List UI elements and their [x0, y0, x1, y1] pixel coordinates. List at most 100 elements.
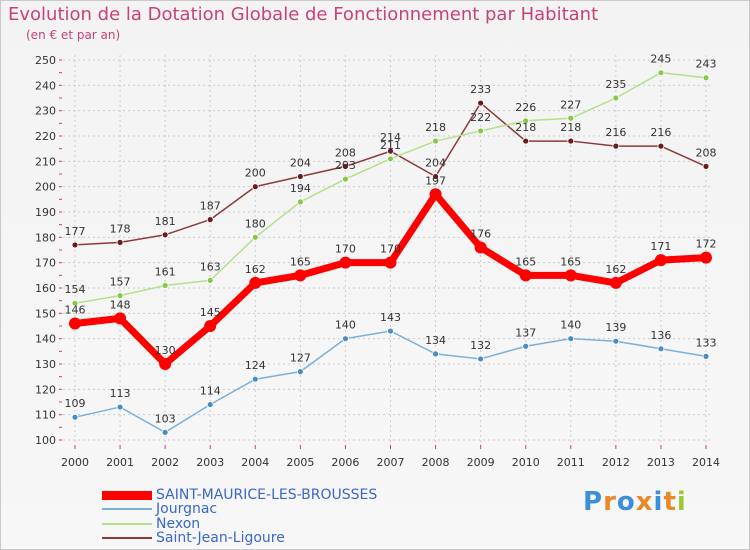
data-label: 218 [515, 121, 536, 134]
data-point [612, 142, 620, 150]
data-label: 127 [290, 352, 311, 365]
data-point [296, 198, 304, 206]
data-point [702, 74, 710, 82]
data-point [71, 299, 79, 307]
legend-label: SAINT-MAURICE-LES-BROUSSES [156, 487, 378, 503]
data-label: 177 [65, 225, 86, 238]
data-label: 180 [245, 217, 266, 230]
legend-label: Jourgnac [156, 501, 218, 517]
data-point [206, 276, 214, 284]
data-label: 109 [65, 397, 86, 410]
data-label: 172 [696, 238, 717, 251]
x-tick-label: 2011 [557, 456, 585, 469]
data-point [204, 320, 217, 332]
data-label: 233 [470, 83, 491, 96]
data-point [384, 256, 397, 269]
data-label: 170 [335, 243, 356, 256]
y-tick-label: 250 [35, 54, 56, 67]
data-point [609, 276, 622, 289]
y-tick-label: 240 [35, 79, 56, 92]
data-point [477, 99, 485, 107]
y-tick-label: 100 [35, 434, 56, 447]
data-label: 157 [110, 276, 131, 289]
data-point [116, 238, 124, 246]
data-label: 200 [245, 167, 266, 180]
data-label: 162 [245, 263, 266, 276]
data-label: 235 [605, 78, 626, 91]
logo-letter: P [583, 487, 604, 517]
data-label: 137 [515, 326, 536, 339]
y-tick-label: 160 [35, 282, 56, 295]
legend-swatch [102, 508, 152, 510]
data-point [567, 137, 575, 145]
data-point [657, 142, 665, 150]
data-point [519, 269, 532, 282]
data-label: 103 [155, 412, 176, 425]
data-label: 170 [380, 243, 401, 256]
data-label: 194 [290, 182, 311, 195]
legend-item: Nexon [102, 516, 200, 532]
logo-letter: t [663, 487, 677, 517]
x-tick-label: 2000 [61, 456, 89, 469]
data-point [69, 317, 81, 330]
data-label: 165 [290, 255, 311, 268]
y-tick-label: 130 [35, 358, 56, 371]
x-tick-label: 2007 [377, 456, 405, 469]
y-tick-label: 210 [35, 155, 56, 168]
data-label: 211 [380, 139, 401, 152]
x-tick-label: 2003 [196, 456, 224, 469]
data-label: 136 [650, 329, 671, 342]
data-label: 204 [425, 157, 446, 170]
y-tick-label: 200 [35, 181, 56, 194]
data-point [116, 292, 124, 300]
x-tick-label: 2002 [151, 456, 179, 469]
data-label: 197 [425, 174, 446, 187]
data-point [342, 335, 349, 343]
x-tick-label: 2004 [241, 456, 269, 469]
data-label: 245 [650, 53, 671, 66]
logo-letter: r [603, 487, 617, 517]
y-tick-label: 120 [35, 383, 56, 396]
data-label: 208 [696, 146, 717, 159]
data-point [251, 183, 259, 191]
data-point [206, 401, 214, 408]
data-point [612, 337, 620, 345]
data-point [296, 368, 304, 376]
x-tick-label: 2014 [692, 456, 720, 469]
data-point [342, 162, 349, 170]
logo-letter: x [635, 487, 654, 517]
data-label: 162 [605, 263, 626, 276]
x-tick-label: 2005 [286, 456, 314, 469]
data-label: 133 [696, 336, 717, 349]
legend-swatch [102, 537, 152, 539]
chart-title: Evolution de la Dotation Globale de Fonc… [8, 4, 599, 25]
data-point [71, 241, 79, 249]
data-point [477, 127, 485, 135]
data-label: 139 [605, 321, 626, 334]
data-label: 226 [515, 101, 536, 114]
data-label: 140 [560, 319, 581, 332]
legend-swatch [102, 490, 152, 500]
data-label: 218 [560, 121, 581, 134]
data-point [342, 175, 349, 183]
data-label: 243 [696, 58, 717, 71]
proxiti-logo: Proxiti [583, 487, 687, 517]
data-label: 204 [290, 157, 311, 170]
data-point [522, 117, 530, 125]
logo-letter: i [676, 487, 687, 517]
data-label: 130 [155, 344, 176, 357]
data-point [522, 342, 530, 350]
data-label: 163 [200, 260, 221, 273]
data-point [702, 352, 710, 360]
x-tick-label: 2001 [106, 456, 134, 469]
data-label: 143 [380, 311, 401, 324]
data-label: 146 [65, 303, 86, 316]
x-tick-label: 2008 [422, 456, 450, 469]
data-label: 140 [335, 319, 356, 332]
x-tick-label: 2009 [467, 456, 495, 469]
data-label: 161 [155, 265, 176, 278]
data-label: 145 [200, 306, 221, 319]
data-label: 178 [110, 222, 131, 235]
data-point [161, 428, 169, 436]
data-label: 214 [380, 131, 401, 144]
